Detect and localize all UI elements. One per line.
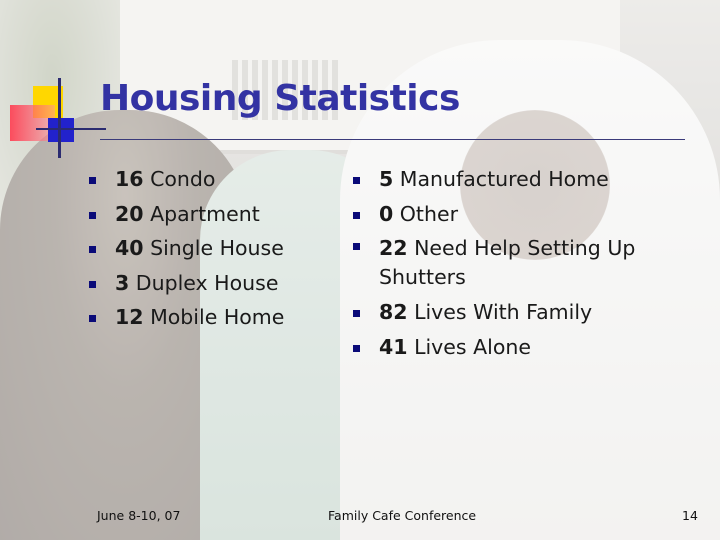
left-stat-list: 16 Condo 20 Apartment 40 Single House 3 … <box>86 162 336 335</box>
footer-event: Family Cafe Conference <box>328 508 477 523</box>
list-item: 0 Other <box>350 197 680 232</box>
stat-label: Need Help Setting Up Shutters <box>379 236 636 289</box>
stat-number: 12 <box>115 305 144 329</box>
stat-label: Manufactured Home <box>399 167 609 191</box>
stat-label: Single House <box>150 236 284 260</box>
stat-number: 82 <box>379 300 408 324</box>
square-bullet-icon <box>353 344 360 352</box>
square-bullet-icon <box>89 211 96 219</box>
list-item: 20 Apartment <box>86 197 336 232</box>
stat-label: Apartment <box>150 201 260 226</box>
list-item: 12 Mobile Home <box>86 300 336 335</box>
title-underline <box>100 139 685 140</box>
stat-number: 41 <box>379 334 408 359</box>
list-item: 3 Duplex House <box>86 266 336 301</box>
stat-label: Condo <box>150 167 216 191</box>
list-item: 22 Need Help Setting Up Shutters <box>350 231 680 295</box>
list-item: 5 Manufactured Home <box>350 162 680 197</box>
square-bullet-icon <box>89 315 96 322</box>
logo-horizontal-line <box>36 128 106 130</box>
slide-title: Housing Statistics <box>100 78 460 119</box>
stat-label: Duplex House <box>135 270 279 295</box>
stat-number: 20 <box>115 201 144 226</box>
stat-label: Lives With Family <box>414 300 593 324</box>
square-bullet-icon <box>89 280 96 288</box>
footer-page-number: 14 <box>682 508 698 523</box>
stat-number: 3 <box>115 270 130 295</box>
square-bullet-icon <box>353 310 360 317</box>
footer-date: June 8-10, 07 <box>97 508 181 523</box>
square-bullet-icon <box>89 246 96 253</box>
logo-vertical-line <box>58 78 61 158</box>
right-stat-list: 5 Manufactured Home 0 Other 22 Need Help… <box>350 162 680 364</box>
list-item: 82 Lives With Family <box>350 295 680 330</box>
stat-number: 5 <box>379 167 394 191</box>
stat-label: Mobile Home <box>150 305 285 329</box>
square-bullet-icon <box>353 243 360 250</box>
square-bullet-icon <box>89 177 96 184</box>
list-item: 40 Single House <box>86 231 336 266</box>
stat-number: 40 <box>115 236 144 260</box>
stat-label: Lives Alone <box>414 334 531 359</box>
stat-number: 0 <box>379 201 394 226</box>
list-item: 41 Lives Alone <box>350 330 680 365</box>
square-bullet-icon <box>353 211 360 219</box>
square-bullet-icon <box>353 177 360 184</box>
stat-number: 16 <box>115 167 144 191</box>
logo-blue-square <box>48 118 74 142</box>
list-item: 16 Condo <box>86 162 336 197</box>
stat-label: Other <box>399 201 459 226</box>
logo-red-square <box>10 105 55 141</box>
stat-number: 22 <box>379 236 408 260</box>
